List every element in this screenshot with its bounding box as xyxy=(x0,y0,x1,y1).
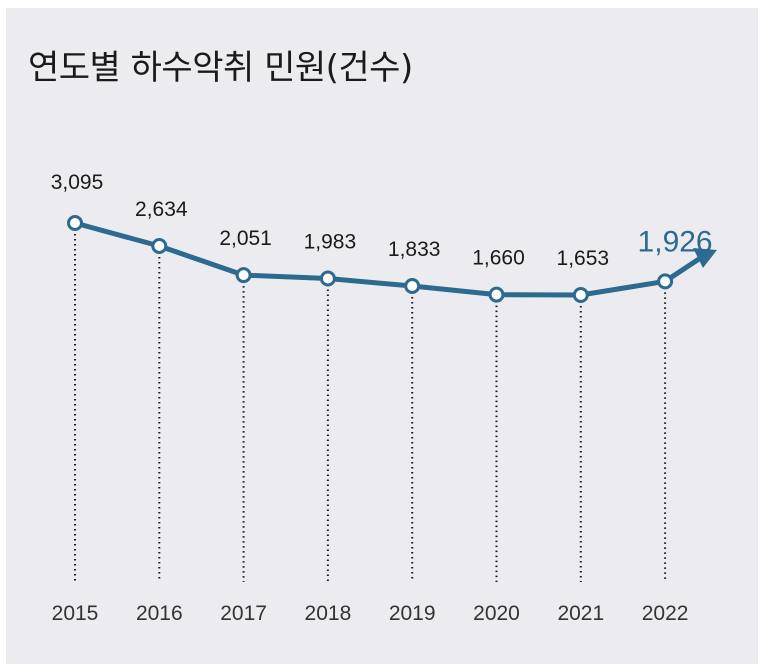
x-tick-label-2015: 2015 xyxy=(52,602,99,625)
x-tick-label-2021: 2021 xyxy=(557,602,604,625)
trend-arrowhead-icon xyxy=(693,248,717,268)
data-point-2015 xyxy=(67,215,83,231)
data-point-2019 xyxy=(404,278,421,295)
data-label-2021: 1,653 xyxy=(557,247,610,270)
data-label-2017: 2,051 xyxy=(219,227,272,250)
chart-title: 연도별 하수악취 민원(건수) xyxy=(28,48,413,88)
data-label-2020: 1,660 xyxy=(472,247,525,270)
data-point-2018 xyxy=(319,270,336,287)
x-tick-label-2017: 2017 xyxy=(220,602,267,625)
x-tick-label-2016: 2016 xyxy=(136,602,183,625)
data-point-2021 xyxy=(572,287,589,303)
chart-panel xyxy=(6,8,758,664)
data-label-2019: 1,833 xyxy=(388,238,441,261)
x-tick-label-2020: 2020 xyxy=(473,602,520,625)
data-point-2017 xyxy=(235,267,252,284)
x-tick-label-2022: 2022 xyxy=(642,602,689,625)
x-tick-label-2018: 2018 xyxy=(305,602,352,625)
data-label-2018: 1,983 xyxy=(304,231,357,254)
data-label-2016: 2,634 xyxy=(135,198,188,221)
data-point-2016 xyxy=(151,238,168,255)
data-point-2020 xyxy=(488,286,505,303)
data-label-2022: 1,926 xyxy=(638,225,713,258)
series-line xyxy=(72,220,668,298)
data-label-2015: 3,095 xyxy=(51,171,104,194)
x-tick-label-2019: 2019 xyxy=(389,602,436,625)
data-point-2022 xyxy=(657,273,674,290)
